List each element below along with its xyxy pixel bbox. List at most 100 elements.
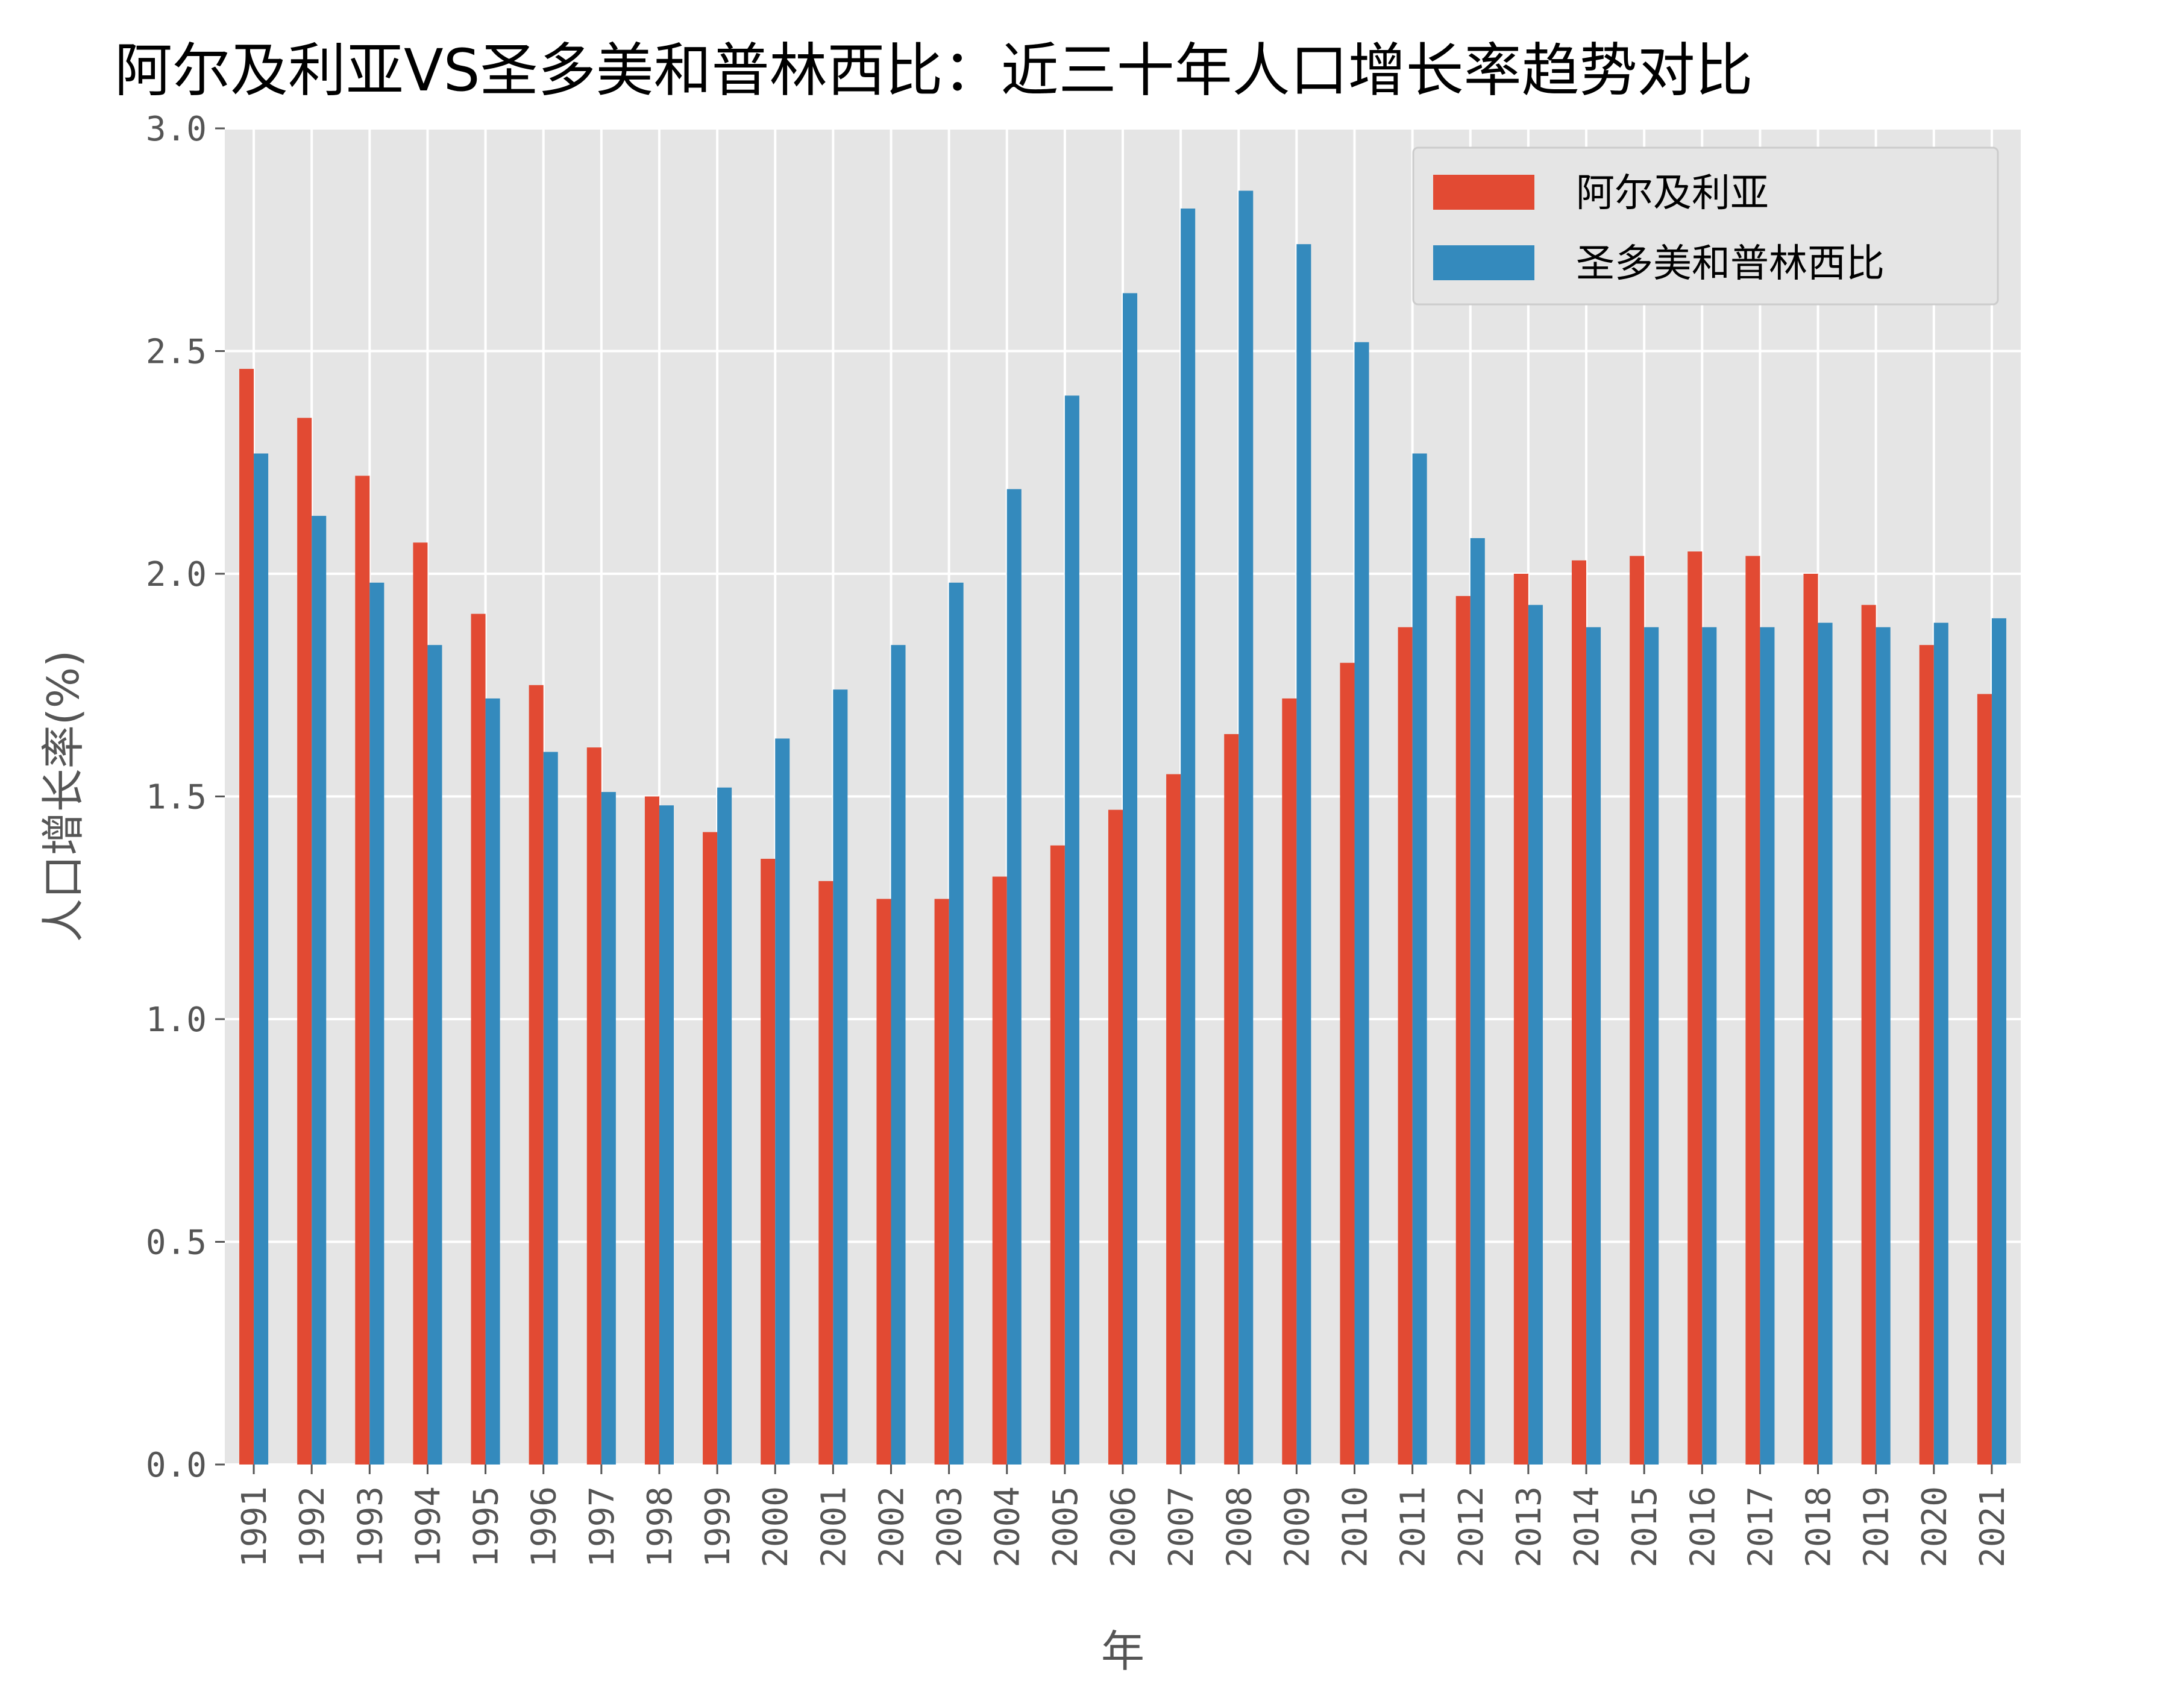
bar-sao-tome-2002: [891, 645, 906, 1465]
bar-sao-tome-2000: [775, 738, 790, 1465]
bar-algeria-2003: [934, 899, 949, 1465]
x-tick-label: 1997: [583, 1486, 622, 1568]
bar-algeria-2011: [1398, 627, 1413, 1465]
y-tick-label: 3.0: [146, 110, 207, 149]
bar-sao-tome-2003: [949, 582, 964, 1465]
x-tick-label: 2017: [1741, 1486, 1780, 1568]
bar-sao-tome-2015: [1644, 627, 1659, 1465]
bar-sao-tome-2021: [1991, 618, 2006, 1465]
bar-sao-tome-1991: [254, 453, 269, 1465]
x-tick-label: 2013: [1510, 1486, 1549, 1568]
x-axis-label: 年: [1101, 1626, 1144, 1677]
y-tick-label: 1.5: [146, 778, 207, 817]
x-tick-label: 1998: [641, 1486, 680, 1568]
bar-sao-tome-2006: [1123, 293, 1138, 1465]
y-tick-label: 0.0: [146, 1446, 207, 1485]
bar-sao-tome-1998: [659, 805, 674, 1465]
bar-sao-tome-2013: [1528, 604, 1543, 1465]
y-tick-label: 2.5: [146, 333, 207, 372]
x-tick-label: 2012: [1452, 1486, 1491, 1568]
bar-algeria-2005: [1050, 845, 1065, 1465]
x-tick-label: 2020: [1915, 1486, 1954, 1568]
y-tick-label: 1.0: [146, 1000, 207, 1040]
x-tick-label: 1994: [409, 1486, 448, 1568]
legend-box: [1412, 146, 1999, 306]
x-tick-label: 2016: [1683, 1486, 1722, 1568]
x-tick-label: 2002: [872, 1486, 911, 1568]
bar-sao-tome-1997: [601, 792, 616, 1465]
bar-sao-tome-1999: [717, 787, 732, 1465]
x-tick-label: 1993: [351, 1486, 390, 1568]
y-axis: 0.0 0.5 1.0 1.5 2.0 2.5 3.0: [146, 110, 225, 1485]
x-axis: 1991 1992 1993 1994 1995 1996 1997 1998 1999 2000…: [235, 1465, 2012, 1568]
bar-algeria-2008: [1224, 734, 1239, 1465]
bar-sao-tome-2004: [1006, 489, 1022, 1465]
bar-sao-tome-2014: [1586, 627, 1601, 1465]
x-tick-label: 2011: [1394, 1486, 1433, 1568]
bars: [239, 190, 2006, 1465]
x-tick-label: 2008: [1220, 1486, 1259, 1568]
y-tick-label: 2.0: [146, 555, 207, 594]
x-tick-label: 1992: [293, 1486, 332, 1568]
x-tick-label: 2001: [814, 1486, 853, 1568]
bar-sao-tome-2008: [1238, 190, 1254, 1465]
bar-sao-tome-2009: [1296, 244, 1311, 1465]
bar-sao-tome-2005: [1064, 395, 1079, 1465]
legend-label-algeria: 阿尔及利亚: [1576, 171, 1769, 216]
bar-algeria-2021: [1977, 694, 1992, 1465]
bar-sao-tome-2019: [1876, 627, 1891, 1465]
bar-sao-tome-2012: [1470, 538, 1485, 1465]
x-tick-label: 2014: [1568, 1486, 1607, 1568]
x-tick-label: 2004: [988, 1486, 1028, 1568]
y-axis-label: 人口增长率(%): [38, 650, 89, 943]
bar-algeria-2015: [1630, 556, 1645, 1465]
bar-sao-tome-1996: [543, 752, 558, 1465]
chart-title: 阿尔及利亚VS圣多美和普林西比：近三十年人口增长率趋势对比: [115, 37, 1753, 104]
bar-algeria-2013: [1513, 574, 1528, 1465]
bar-algeria-2001: [818, 881, 833, 1465]
y-tick-label: 0.5: [146, 1223, 207, 1263]
bar-algeria-2019: [1861, 604, 1876, 1465]
x-tick-label: 2000: [756, 1486, 796, 1568]
x-tick-label: 2005: [1046, 1486, 1085, 1568]
x-tick-label: 1991: [235, 1486, 274, 1568]
x-tick-label: 2021: [1973, 1486, 2012, 1568]
x-tick-label: 1999: [698, 1486, 738, 1568]
bar-sao-tome-2011: [1412, 453, 1427, 1465]
bar-algeria-1993: [355, 476, 370, 1465]
bar-algeria-2017: [1745, 556, 1760, 1465]
bar-algeria-1994: [413, 542, 428, 1465]
bar-algeria-1996: [529, 685, 544, 1465]
bar-algeria-1995: [471, 614, 486, 1465]
bar-sao-tome-1993: [369, 582, 385, 1465]
bar-algeria-2009: [1282, 698, 1297, 1465]
bar-sao-tome-2018: [1818, 623, 1833, 1465]
bar-sao-tome-2016: [1702, 627, 1717, 1465]
bar-algeria-1998: [644, 796, 659, 1465]
bar-algeria-1992: [297, 418, 312, 1465]
x-tick-label: 2007: [1162, 1486, 1201, 1568]
legend: 阿尔及利亚 圣多美和普林西比: [1412, 146, 1999, 306]
bar-algeria-2012: [1455, 595, 1471, 1465]
x-tick-label: 2010: [1336, 1486, 1375, 1568]
legend-swatch-algeria: [1433, 175, 1534, 210]
bar-algeria-2004: [992, 876, 1007, 1465]
bar-sao-tome-1992: [312, 515, 327, 1465]
bar-sao-tome-2020: [1933, 623, 1948, 1465]
bar-algeria-1991: [239, 369, 254, 1465]
legend-swatch-sao-tome: [1433, 245, 1534, 280]
bar-algeria-2007: [1166, 774, 1181, 1465]
bar-algeria-2018: [1803, 574, 1818, 1465]
bar-algeria-2010: [1340, 662, 1355, 1465]
bar-sao-tome-2010: [1354, 342, 1369, 1465]
bar-algeria-2016: [1687, 551, 1703, 1465]
x-tick-label: 2019: [1857, 1486, 1897, 1568]
bar-algeria-2006: [1108, 809, 1123, 1465]
x-tick-label: 2018: [1800, 1486, 1839, 1568]
x-tick-label: 2003: [931, 1486, 970, 1568]
bar-algeria-2002: [876, 899, 891, 1465]
bar-algeria-2020: [1919, 645, 1934, 1465]
x-tick-label: 1996: [525, 1486, 564, 1568]
legend-label-sao-tome: 圣多美和普林西比: [1576, 242, 1885, 286]
